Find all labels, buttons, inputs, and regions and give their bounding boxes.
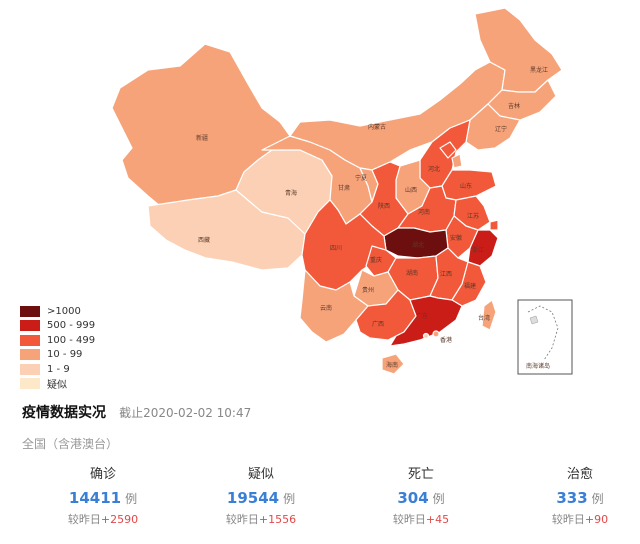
legend-label: 疑似: [47, 380, 67, 392]
province-西藏[interactable]: [147, 189, 306, 271]
stat-delta: +1556: [258, 513, 297, 526]
legend-item: 1 - 9: [20, 362, 95, 377]
as-of-timestamp: 截止2020-02-02 10:47: [119, 406, 252, 420]
stat-confirmed: 确诊 14411 例 较昨日+2590: [28, 463, 178, 527]
legend-swatch: [20, 334, 40, 346]
stat-unit: 例: [283, 492, 296, 506]
svg-text:福建: 福建: [464, 282, 476, 290]
svg-text:广西: 广西: [372, 320, 384, 328]
stat-label: 死亡: [407, 467, 434, 482]
legend-item: 疑似: [20, 377, 95, 392]
legend-item: 500 - 999: [20, 319, 95, 334]
compare-label: 较昨日: [551, 513, 585, 526]
stat-deaths: 死亡 304 例 较昨日+45: [346, 463, 496, 527]
legend-label: 10 - 99: [47, 349, 83, 361]
province-北京[interactable]: [439, 141, 457, 159]
svg-text:宁夏: 宁夏: [355, 174, 367, 182]
province-labels: 新疆 西藏 青海 甘肃 内蒙古 黑龙江 吉林 辽宁 河北 山西 山东 宁夏 陕西…: [196, 66, 548, 369]
svg-text:河南: 河南: [418, 208, 430, 216]
svg-text:吉林: 吉林: [508, 102, 520, 110]
legend-swatch: [20, 305, 40, 317]
compare-label: 较昨日: [392, 513, 426, 526]
svg-text:重庆: 重庆: [370, 256, 382, 264]
svg-text:台湾: 台湾: [478, 314, 490, 322]
stat-delta: +2590: [100, 513, 139, 526]
south-china-sea-inset: 南海诸岛: [517, 299, 573, 375]
svg-text:贵州: 贵州: [362, 286, 374, 294]
legend-item: 10 - 99: [20, 348, 95, 363]
svg-text:江西: 江西: [440, 271, 452, 278]
svg-text:山西: 山西: [405, 186, 417, 194]
province-上海[interactable]: [489, 219, 499, 231]
stat-label: 治愈: [566, 467, 593, 482]
stat-value: 304: [397, 489, 429, 507]
map-legend: >1000 500 - 999 100 - 499 10 - 99 1 - 9 疑似: [20, 304, 95, 391]
svg-text:四川: 四川: [330, 245, 342, 252]
svg-text:黑龙江: 黑龙江: [530, 66, 548, 74]
legend-swatch: [20, 378, 40, 390]
svg-text:浙江: 浙江: [472, 246, 484, 254]
legend-swatch: [20, 349, 40, 361]
svg-text:山东: 山东: [460, 182, 472, 190]
province-香港[interactable]: [432, 330, 440, 338]
province-海南[interactable]: [381, 353, 405, 375]
legend-swatch: [20, 363, 40, 375]
stat-label: 确诊: [89, 467, 116, 482]
province-天津[interactable]: [451, 153, 463, 169]
scope-label: 全国（含港澳台）: [22, 437, 119, 451]
legend-label: >1000: [47, 305, 81, 317]
legend-label: 500 - 999: [47, 320, 96, 332]
svg-text:香港: 香港: [440, 336, 452, 344]
legend-item: >1000: [20, 304, 95, 319]
svg-text:青海: 青海: [285, 189, 297, 197]
stat-recovered: 治愈 333 例 较昨日+90: [505, 463, 640, 527]
summary-title: 疫情数据实况: [22, 405, 106, 421]
svg-text:新疆: 新疆: [196, 134, 208, 142]
svg-text:内蒙古: 内蒙古: [368, 123, 386, 131]
stat-value: 333: [556, 489, 588, 507]
svg-text:陕西: 陕西: [378, 202, 390, 210]
province-澳门[interactable]: [422, 332, 430, 340]
legend-label: 1 - 9: [47, 363, 70, 375]
svg-text:云南: 云南: [320, 304, 332, 312]
compare-label: 较昨日: [67, 513, 101, 526]
svg-text:湖南: 湖南: [406, 269, 418, 277]
province-广东[interactable]: [389, 295, 463, 347]
summary-header: 疫情数据实况 截止2020-02-02 10:47: [22, 402, 251, 422]
svg-text:安徽: 安徽: [450, 234, 462, 242]
svg-text:甘肃: 甘肃: [338, 184, 350, 192]
stat-label: 疑似: [247, 467, 274, 482]
stat-value: 14411: [68, 489, 122, 507]
svg-text:海南: 海南: [386, 361, 398, 369]
svg-text:辽宁: 辽宁: [495, 125, 507, 133]
svg-text:河北: 河北: [428, 165, 440, 173]
province-辽宁[interactable]: [465, 103, 521, 151]
svg-text:江苏: 江苏: [467, 212, 479, 220]
stat-unit: 例: [432, 492, 445, 506]
svg-text:广东: 广东: [416, 312, 428, 320]
china-epidemic-map: 新疆 西藏 青海 甘肃 内蒙古 黑龙江 吉林 辽宁 河北 山西 山东 宁夏 陕西…: [111, 7, 573, 375]
legend-label: 100 - 499: [47, 334, 96, 346]
svg-text:湖北: 湖北: [412, 241, 424, 249]
stat-unit: 例: [591, 492, 604, 506]
compare-label: 较昨日: [225, 513, 259, 526]
svg-text:西藏: 西藏: [198, 236, 210, 244]
inset-label: 南海诸岛: [526, 362, 550, 370]
legend-item: 100 - 499: [20, 333, 95, 348]
stat-suspected: 疑似 19544 例 较昨日+1556: [186, 463, 336, 527]
stat-value: 19544: [226, 489, 280, 507]
legend-swatch: [20, 320, 40, 332]
province-台湾[interactable]: [481, 299, 497, 331]
stat-delta: +90: [584, 513, 609, 526]
stat-delta: +45: [425, 513, 450, 526]
stat-unit: 例: [125, 492, 138, 506]
